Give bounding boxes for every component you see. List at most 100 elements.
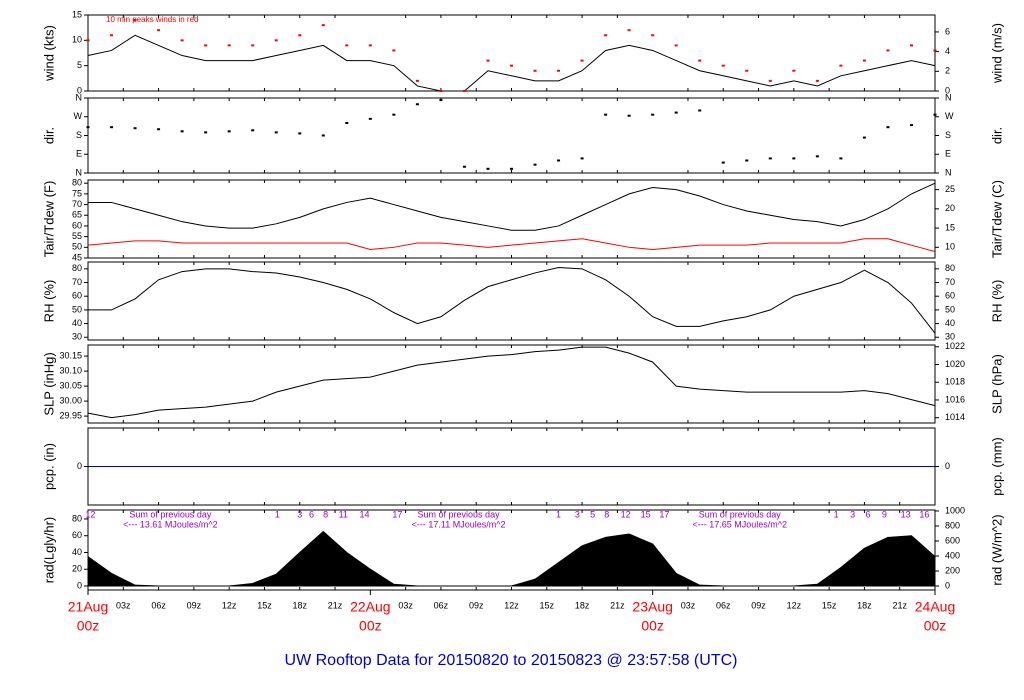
y-tick-label: 50	[72, 242, 82, 252]
y2-tick-label: 1014	[945, 412, 965, 422]
y-tick-label: 0	[77, 461, 82, 471]
data-point	[392, 113, 396, 116]
series-line	[88, 182, 936, 231]
data-point	[204, 131, 208, 134]
y2-tick-label: 80	[945, 263, 955, 273]
data-point	[745, 69, 749, 72]
y2-tick-label: 15	[945, 222, 955, 232]
y-tick-label: 80	[72, 513, 82, 523]
data-point	[580, 157, 584, 160]
x-tick-label: 03z	[681, 600, 696, 610]
data-point	[110, 34, 114, 37]
hour-label: 3	[575, 509, 580, 519]
day-label-time: 00z	[77, 618, 100, 634]
data-point	[604, 113, 608, 116]
data-point	[110, 126, 114, 129]
y2-tick-label: N	[945, 167, 952, 177]
data-point	[462, 90, 466, 92]
y2-tick-label: 1018	[945, 377, 965, 387]
x-tick-label: 06z	[151, 600, 166, 610]
data-point	[415, 103, 419, 106]
data-point	[439, 99, 443, 102]
panel-frame	[87, 261, 936, 341]
y-axis-label: SLP (inHg)	[41, 352, 56, 415]
y-tick-label: 30.00	[59, 395, 82, 405]
x-tick-label: 12z	[222, 600, 237, 610]
y-tick-label: 40	[72, 318, 82, 328]
hour-label: 6	[309, 509, 314, 519]
y2-tick-label: 800	[945, 520, 960, 530]
x-tick-label: 15z	[257, 600, 272, 610]
hour-label: 1	[275, 509, 280, 519]
y2-axis-label: rad (W/m^2)	[989, 514, 1004, 585]
y2-axis-label: dir.	[989, 127, 1004, 144]
data-point	[533, 163, 537, 166]
hour-label: 15	[641, 509, 651, 519]
x-tick-label: 21z	[610, 600, 625, 610]
y-tick-label: 0	[77, 85, 82, 95]
data-point	[909, 44, 913, 47]
series-line	[87, 346, 936, 419]
y-tick-label: 60	[72, 291, 82, 301]
y2-tick-label: 2	[945, 66, 950, 76]
data-point	[157, 128, 161, 131]
day-label-time: 00z	[359, 618, 382, 634]
data-point	[768, 79, 772, 82]
data-point	[321, 134, 325, 137]
y-axis-label: wind (kts)	[41, 25, 56, 82]
y-tick-label: S	[76, 130, 82, 140]
hour-label: 8	[604, 509, 609, 519]
data-point	[321, 24, 325, 27]
y-tick-label: 10	[72, 35, 82, 45]
y-axis-label: rad(Lgly/hr)	[41, 517, 56, 583]
y-tick-label: 45	[72, 252, 82, 262]
y2-axis-label: Tair/Tdew (C)	[989, 180, 1004, 258]
y-tick-label: 30.05	[59, 380, 82, 390]
data-point	[486, 59, 490, 62]
y2-axis-label: SLP (hPa)	[989, 354, 1004, 414]
y2-tick-label: 70	[945, 277, 955, 287]
y2-tick-label: 0	[945, 461, 950, 471]
y2-tick-label: 25	[945, 184, 955, 194]
y-axis-label: RH (%)	[41, 280, 56, 323]
y-tick-label: 5	[77, 60, 82, 70]
y-tick-label: 0	[77, 580, 82, 590]
data-point	[698, 109, 702, 112]
y-tick-label: 50	[72, 304, 82, 314]
y-tick-label: 60	[72, 220, 82, 230]
y-tick-label: N	[76, 92, 83, 102]
y2-tick-label: W	[945, 111, 954, 121]
x-tick-label: 06z	[716, 600, 731, 610]
y-tick-label: 15	[72, 9, 82, 19]
y-tick-label: 40	[72, 547, 82, 557]
daily-sum-value: <--- 17.11 MJoules/m^2	[412, 519, 506, 529]
data-point	[933, 49, 937, 52]
data-point	[862, 59, 866, 62]
data-point	[86, 39, 90, 42]
annotation: 10 min peaks winds in red	[106, 15, 199, 24]
daily-sum-label: Sum of previous day	[129, 509, 212, 519]
y2-tick-label: 1016	[945, 394, 965, 404]
day-label-date: 24Aug	[915, 599, 955, 615]
y-axis-label: dir.	[41, 127, 56, 144]
y2-tick-label: 600	[945, 535, 960, 545]
day-label-time: 00z	[924, 618, 947, 634]
data-point	[345, 122, 349, 124]
hour-label: 9	[882, 509, 887, 519]
hour-label: 16	[919, 509, 929, 519]
y-tick-label: 55	[72, 231, 82, 241]
data-point	[298, 132, 302, 135]
y2-axis-label: pcp. (mm)	[989, 437, 1004, 496]
x-tick-label: 09z	[469, 600, 484, 610]
hour-label: 14	[359, 509, 369, 519]
data-point	[298, 34, 302, 37]
x-tick-label: 09z	[751, 600, 766, 610]
x-tick-label: 12z	[787, 600, 802, 610]
data-point	[204, 44, 208, 47]
data-point	[933, 113, 937, 116]
y-axis-label: Tair/Tdew (F)	[41, 181, 56, 258]
y-tick-label: 29.95	[59, 410, 82, 420]
data-point	[815, 79, 819, 82]
y2-tick-label: 400	[945, 550, 960, 560]
data-point	[557, 69, 561, 72]
